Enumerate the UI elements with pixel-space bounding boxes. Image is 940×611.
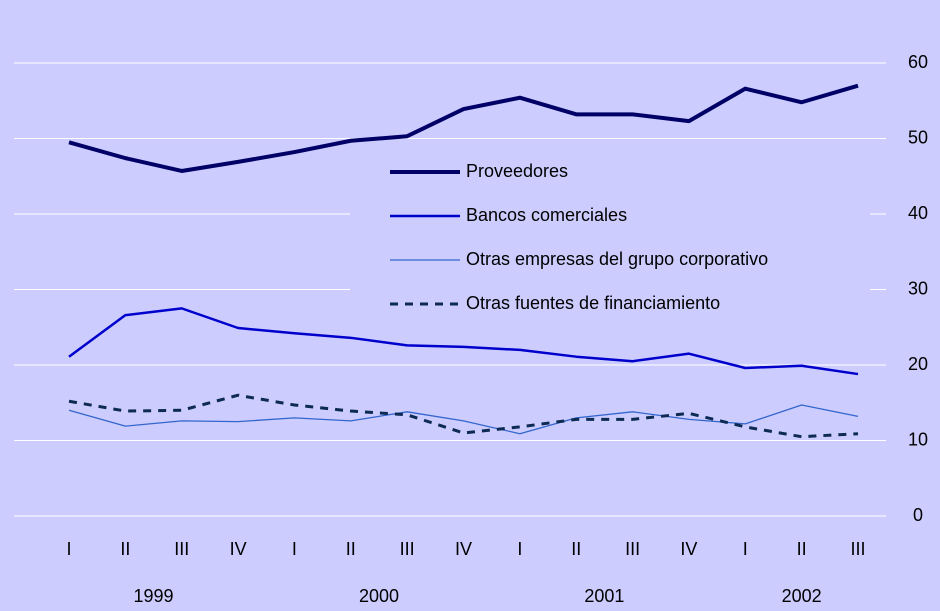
x-tick-label: III [400, 539, 415, 559]
y-tick-label: 50 [908, 127, 928, 147]
x-tick-label: III [174, 539, 189, 559]
year-label: 2002 [782, 586, 822, 606]
year-label: 2000 [359, 586, 399, 606]
y-tick-label: 10 [908, 429, 928, 449]
y-tick-label: 60 [908, 52, 928, 72]
x-tick-label: II [346, 539, 356, 559]
legend-label: Otras fuentes de financiamiento [466, 293, 720, 313]
x-tick-label: III [850, 539, 865, 559]
x-tick-label: I [292, 539, 297, 559]
year-label: 1999 [134, 586, 174, 606]
legend-label: Otras empresas del grupo corporativo [466, 249, 768, 269]
x-tick-label: I [743, 539, 748, 559]
legend-box [350, 150, 870, 325]
year-label: 2001 [584, 586, 624, 606]
y-tick-label: 0 [913, 505, 923, 525]
legend-label: Bancos comerciales [466, 205, 627, 225]
y-tick-label: 40 [908, 203, 928, 223]
x-tick-label: IV [680, 539, 697, 559]
x-tick-label: I [517, 539, 522, 559]
series-line [68, 307, 859, 376]
x-tick-label: I [66, 539, 71, 559]
series-line [68, 83, 859, 173]
x-tick-label: IV [230, 539, 247, 559]
x-tick-label: IV [455, 539, 472, 559]
x-tick-label: II [571, 539, 581, 559]
y-tick-label: 20 [908, 354, 928, 374]
legend-label: Proveedores [466, 161, 568, 181]
x-tick-label: II [797, 539, 807, 559]
series-line [68, 393, 859, 439]
x-tick-label: III [625, 539, 640, 559]
y-tick-label: 30 [908, 278, 928, 298]
x-tick-label: II [120, 539, 130, 559]
